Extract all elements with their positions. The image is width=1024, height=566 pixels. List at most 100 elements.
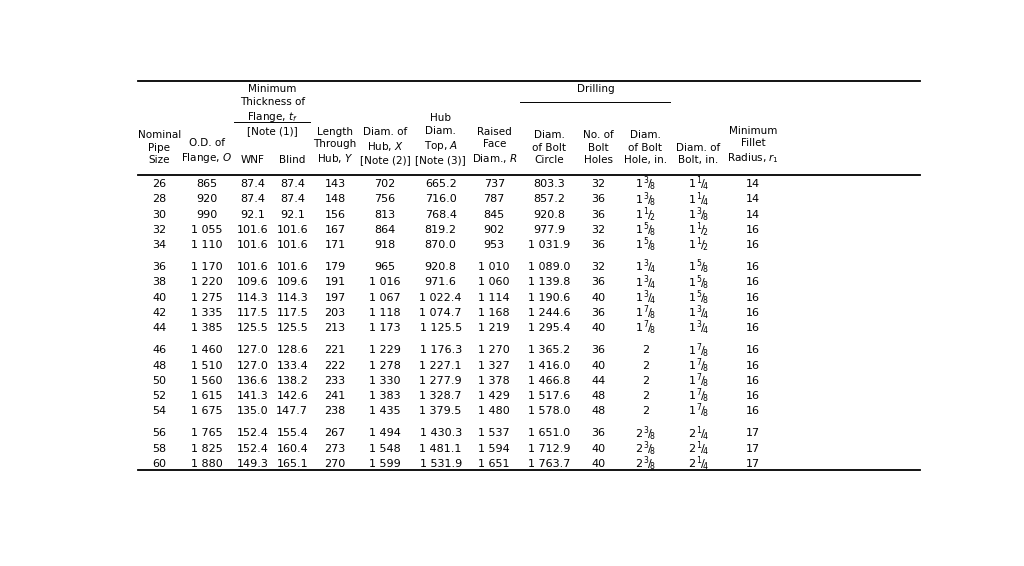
Text: Diam.
of Bolt
Hole, in.: Diam. of Bolt Hole, in.: [624, 130, 667, 165]
Text: Minimum
Thickness of
Flange, $t_f$
[Note (1)]: Minimum Thickness of Flange, $t_f$ [Note…: [240, 84, 305, 136]
Text: 114.3: 114.3: [237, 293, 268, 303]
Text: 16: 16: [745, 361, 760, 371]
Text: 1 416.0: 1 416.0: [528, 361, 570, 371]
Text: 101.6: 101.6: [237, 225, 268, 235]
Text: 128.6: 128.6: [276, 345, 308, 355]
Text: 1$\,^{7}\!/\!_{8}$: 1$\,^{7}\!/\!_{8}$: [688, 387, 709, 405]
Text: 238: 238: [325, 406, 346, 416]
Text: No. of
Bolt
Holes: No. of Bolt Holes: [584, 130, 614, 165]
Text: 1 118: 1 118: [370, 308, 401, 318]
Text: 2: 2: [642, 406, 649, 416]
Text: 203: 203: [325, 308, 346, 318]
Text: 87.4: 87.4: [240, 179, 265, 189]
Text: 1 651.0: 1 651.0: [528, 428, 570, 439]
Text: 36: 36: [153, 262, 166, 272]
Text: 1$\,^{1}\!/\!_{4}$: 1$\,^{1}\!/\!_{4}$: [688, 175, 709, 194]
Text: 1 365.2: 1 365.2: [528, 345, 570, 355]
Text: 1 031.9: 1 031.9: [528, 240, 570, 250]
Text: 171: 171: [325, 240, 346, 250]
Text: 1$\,^{3}\!/\!_{4}$: 1$\,^{3}\!/\!_{4}$: [635, 273, 656, 291]
Text: 30: 30: [153, 209, 166, 220]
Text: 1 594: 1 594: [478, 444, 510, 453]
Text: 1 270: 1 270: [478, 345, 510, 355]
Text: 16: 16: [745, 406, 760, 416]
Text: 1 675: 1 675: [191, 406, 223, 416]
Text: 36: 36: [592, 428, 605, 439]
Text: 1 330: 1 330: [370, 376, 400, 386]
Text: 152.4: 152.4: [237, 428, 268, 439]
Text: 953: 953: [483, 240, 505, 250]
Text: 133.4: 133.4: [276, 361, 308, 371]
Text: 44: 44: [592, 376, 606, 386]
Text: 156: 156: [325, 209, 346, 220]
Text: 2$\,^{3}\!/\!_{8}$: 2$\,^{3}\!/\!_{8}$: [635, 439, 655, 458]
Text: 36: 36: [592, 277, 605, 288]
Text: 865: 865: [197, 179, 217, 189]
Text: 1 173: 1 173: [370, 323, 401, 333]
Text: 101.6: 101.6: [237, 240, 268, 250]
Text: 197: 197: [325, 293, 346, 303]
Text: 87.4: 87.4: [280, 194, 305, 204]
Text: 1$\,^{7}\!/\!_{8}$: 1$\,^{7}\!/\!_{8}$: [635, 319, 655, 337]
Text: 1 139.8: 1 139.8: [527, 277, 570, 288]
Text: 17: 17: [745, 444, 760, 453]
Text: 273: 273: [325, 444, 346, 453]
Text: 1$\,^{3}\!/\!_{4}$: 1$\,^{3}\!/\!_{4}$: [635, 289, 656, 307]
Text: 1 055: 1 055: [191, 225, 222, 235]
Text: 34: 34: [153, 240, 167, 250]
Text: 1$\,^{7}\!/\!_{8}$: 1$\,^{7}\!/\!_{8}$: [688, 357, 709, 375]
Text: 213: 213: [325, 323, 346, 333]
Text: 2: 2: [642, 345, 649, 355]
Text: 14: 14: [745, 179, 760, 189]
Text: 857.2: 857.2: [534, 194, 565, 204]
Text: 36: 36: [592, 308, 605, 318]
Text: 1 383: 1 383: [370, 391, 401, 401]
Text: 1 220: 1 220: [191, 277, 223, 288]
Text: 1$\,^{1}\!/\!_{2}$: 1$\,^{1}\!/\!_{2}$: [635, 205, 655, 224]
Text: 36: 36: [592, 345, 605, 355]
Text: 2: 2: [642, 361, 649, 371]
Text: 50: 50: [153, 376, 166, 386]
Text: Diam. of
Hub, $X$
[Note (2)]: Diam. of Hub, $X$ [Note (2)]: [359, 127, 411, 165]
Text: 46: 46: [153, 345, 167, 355]
Text: 16: 16: [745, 345, 760, 355]
Text: 1$\,^{1}\!/\!_{2}$: 1$\,^{1}\!/\!_{2}$: [688, 221, 709, 239]
Text: 54: 54: [153, 406, 167, 416]
Text: 971.6: 971.6: [425, 277, 457, 288]
Text: 1$\,^{5}\!/\!_{8}$: 1$\,^{5}\!/\!_{8}$: [688, 273, 709, 291]
Text: 56: 56: [153, 428, 166, 439]
Text: 117.5: 117.5: [276, 308, 308, 318]
Text: 48: 48: [153, 361, 167, 371]
Text: 1 016: 1 016: [370, 277, 400, 288]
Text: 920.8: 920.8: [425, 262, 457, 272]
Text: 702: 702: [375, 179, 395, 189]
Text: 141.3: 141.3: [237, 391, 268, 401]
Text: 1 278: 1 278: [370, 361, 401, 371]
Text: 155.4: 155.4: [276, 428, 308, 439]
Text: 1$\,^{3}\!/\!_{8}$: 1$\,^{3}\!/\!_{8}$: [688, 205, 709, 224]
Text: 1 378: 1 378: [478, 376, 510, 386]
Text: 101.6: 101.6: [276, 262, 308, 272]
Text: 1 481.1: 1 481.1: [420, 444, 462, 453]
Text: 1 114: 1 114: [478, 293, 510, 303]
Text: 1 170: 1 170: [191, 262, 223, 272]
Text: 819.2: 819.2: [425, 225, 457, 235]
Text: O.D. of
Flange, $O$: O.D. of Flange, $O$: [181, 138, 232, 165]
Text: 902: 902: [483, 225, 505, 235]
Text: 1 060: 1 060: [478, 277, 510, 288]
Text: 845: 845: [483, 209, 505, 220]
Text: 2$\,^{3}\!/\!_{8}$: 2$\,^{3}\!/\!_{8}$: [635, 454, 655, 473]
Text: 1 275: 1 275: [191, 293, 223, 303]
Text: 870.0: 870.0: [425, 240, 457, 250]
Text: 48: 48: [592, 391, 606, 401]
Text: Raised
Face
Diam., $R$: Raised Face Diam., $R$: [471, 127, 517, 165]
Text: 16: 16: [745, 376, 760, 386]
Text: 1$\,^{3}\!/\!_{8}$: 1$\,^{3}\!/\!_{8}$: [635, 190, 655, 209]
Text: 1 125.5: 1 125.5: [420, 323, 462, 333]
Text: 1 880: 1 880: [191, 459, 223, 469]
Text: 36: 36: [592, 209, 605, 220]
Text: Nominal
Pipe
Size: Nominal Pipe Size: [137, 130, 181, 165]
Text: 1$\,^{5}\!/\!_{8}$: 1$\,^{5}\!/\!_{8}$: [635, 221, 655, 239]
Text: 16: 16: [745, 323, 760, 333]
Text: 101.6: 101.6: [276, 240, 308, 250]
